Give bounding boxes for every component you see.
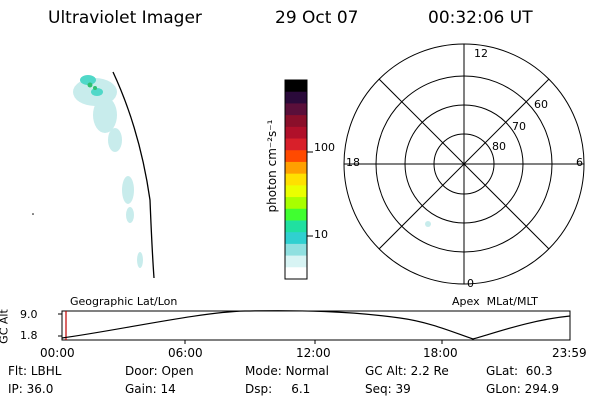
geographic-image: [32, 71, 155, 279]
mlt-label-12: 12: [474, 47, 488, 60]
lat-label-80: 80: [492, 140, 506, 153]
colorbar-band: [285, 243, 307, 257]
x-tick-1800: 18:00: [423, 346, 458, 360]
colorbar-band: [285, 255, 307, 268]
colorbar-band: [285, 161, 307, 175]
dsp-field: Dsp: 6.1: [245, 382, 311, 396]
altitude-axis-label: GC Alt: [0, 309, 11, 344]
mlt-label-18: 18: [346, 156, 360, 169]
x-tick-1200: 12:00: [296, 346, 331, 360]
mlt-label-0: 0: [467, 277, 474, 290]
colorbar-band: [285, 91, 307, 105]
terminator-line: [112, 71, 155, 279]
mlt-label-6: 6: [576, 156, 583, 169]
colorbar-band: [285, 126, 307, 140]
gc-alt-field: GC Alt: 2.2 Re: [365, 364, 449, 378]
seq-field: Seq: 39: [365, 382, 411, 396]
colorbar-band: [285, 185, 307, 198]
colorbar-band: [285, 150, 307, 163]
date-label: 29 Oct 07: [275, 8, 359, 28]
flt-field: Flt: LBHL: [8, 364, 62, 378]
y-tick-1-8: 1.8: [20, 329, 38, 342]
gain-field: Gain: 14: [125, 382, 176, 396]
polar-emission: [425, 221, 431, 227]
altitude-panel: [58, 310, 571, 344]
mode-field: Mode: Normal: [245, 364, 329, 378]
colorbar-band: [285, 80, 307, 93]
colorbar-unit-label: photon cm⁻²s⁻¹: [265, 119, 279, 213]
colorbar-band: [285, 115, 307, 128]
lat-label-60: 60: [534, 98, 548, 111]
colorbar: [284, 79, 313, 280]
colorbar-band: [285, 267, 307, 280]
colorbar-band: [285, 232, 307, 245]
lat-label-70: 70: [512, 120, 526, 133]
colorbar-tick-10: 10: [314, 228, 328, 241]
ip-field: IP: 36.0: [8, 382, 54, 396]
x-tick-0600: 06:00: [168, 346, 203, 360]
colorbar-band: [285, 208, 307, 222]
colorbar-band: [285, 197, 307, 210]
polar-grid: [343, 43, 585, 285]
y-tick-9: 9.0: [20, 308, 38, 321]
x-tick-0000: 00:00: [40, 346, 75, 360]
colorbar-band: [285, 220, 307, 233]
glon-field: GLon: 294.9: [486, 382, 559, 396]
apex-title: Apex MLat/MLT: [452, 295, 538, 308]
x-tick-2359: 23:59: [552, 346, 587, 360]
colorbar-tick-100: 100: [314, 141, 335, 154]
time-label: 00:32:06 UT: [428, 8, 533, 28]
colorbar-band: [285, 173, 307, 186]
colorbar-band: [285, 138, 307, 151]
colorbar-band: [285, 103, 307, 116]
door-field: Door: Open: [125, 364, 194, 378]
instrument-title: Ultraviolet Imager: [48, 8, 202, 28]
altitude-curve: [61, 310, 571, 340]
glat-field: GLat: 60.3: [486, 364, 553, 378]
geographic-title: Geographic Lat/Lon: [70, 295, 178, 308]
